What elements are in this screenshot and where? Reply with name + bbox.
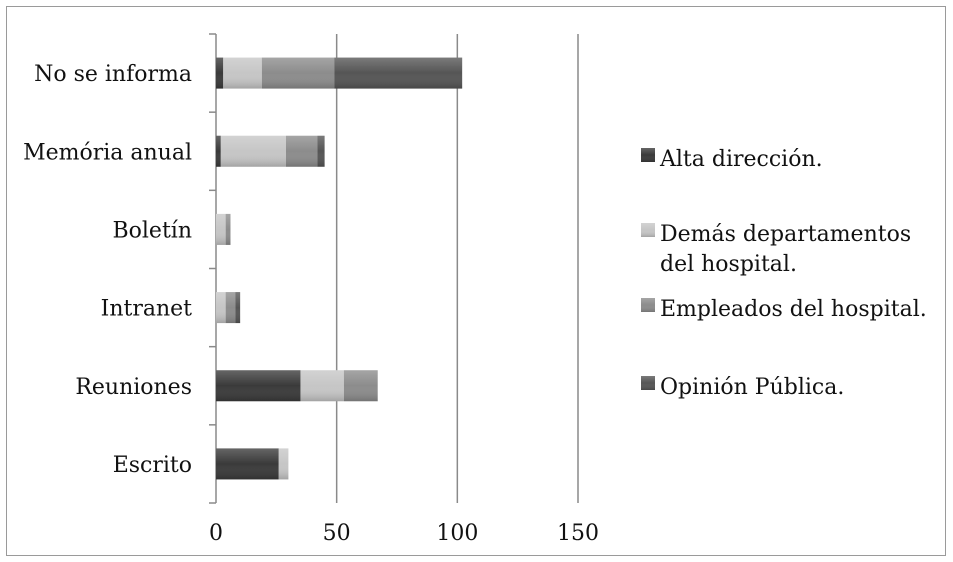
- bar-segment-shading: [317, 135, 325, 167]
- bar-segment-shading: [225, 292, 236, 324]
- legend-label: del hospital.: [660, 252, 797, 277]
- legend-label: Demás departamentos: [660, 222, 911, 247]
- bar-segment-shading: [216, 448, 279, 480]
- bar-segment-shading: [261, 57, 335, 89]
- bar-segment-shading: [225, 213, 231, 245]
- category-label: Intranet: [101, 297, 193, 322]
- legend-swatch-shading: [641, 223, 655, 237]
- category-label: Reuniones: [75, 375, 192, 400]
- category-label: Escrito: [113, 453, 192, 478]
- category-label: No se informa: [34, 62, 192, 87]
- legend-swatch-shading: [641, 148, 655, 162]
- bar-segment-shading: [216, 57, 224, 89]
- bar-segment-shading: [300, 370, 344, 402]
- bar-segment-shading: [223, 57, 262, 89]
- x-tick-label-100: 100: [436, 521, 478, 546]
- legend-label: Empleados del hospital.: [660, 297, 927, 322]
- bar-segment-shading: [278, 448, 289, 480]
- bar-segment-shading: [216, 370, 301, 402]
- bar-segment-shading: [343, 370, 378, 402]
- bar-segment-shading: [216, 292, 226, 324]
- x-tick-label-50: 50: [323, 521, 351, 546]
- bar-segment-shading: [235, 292, 241, 324]
- legend-swatch-shading: [641, 298, 655, 312]
- x-tick-label-150: 150: [557, 521, 599, 546]
- bar-segment-shading: [216, 213, 226, 245]
- legend-label: Opinión Pública.: [660, 375, 844, 400]
- x-tick-label-0: 0: [209, 521, 223, 546]
- chart-frame: [6, 6, 946, 556]
- legend-label: Alta dirección.: [659, 147, 823, 172]
- bar-segment-shading: [334, 57, 463, 89]
- bar-segment-shading: [216, 135, 221, 167]
- bar-segment-shading: [220, 135, 286, 167]
- category-label: Memória anual: [23, 140, 192, 165]
- legend-swatch-shading: [641, 376, 655, 390]
- category-label: Boletín: [112, 218, 192, 243]
- bar-segment-shading: [285, 135, 318, 167]
